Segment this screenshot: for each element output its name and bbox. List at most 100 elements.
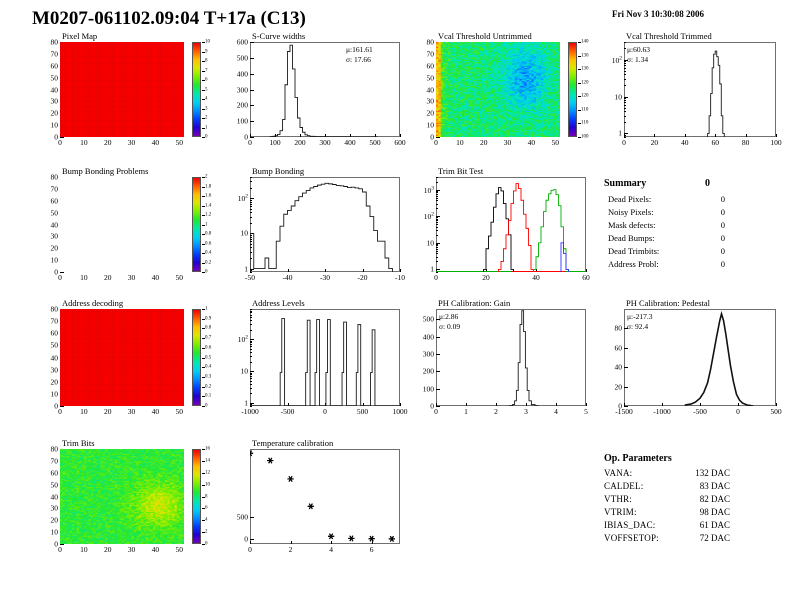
y-tick-label: 10 [50,527,59,537]
y-tick-label: 0 [430,132,434,142]
plot-title: Address decoding [62,298,124,308]
x-tick-label: 40 [527,138,536,147]
x-tick [250,134,251,137]
op-label-4: IBIAS_DAC: [604,520,656,530]
y-minor-tick [624,122,626,124]
color-bar-label: 8 [205,58,208,64]
y-tick-label: 70 [50,184,59,194]
x-tick-label: 60 [582,273,590,282]
y-minor-tick [436,261,438,263]
y-tick [250,268,254,270]
x-tick-label: -50 [245,273,255,282]
y-tick-label: 60 [614,343,623,353]
plot-bump-bonding[interactable]: Bump Bonding -50 -40 -30 -20 -10 1 10 102 [224,165,405,285]
x-tick-label: 0 [58,545,62,554]
y-minor-tick [624,42,626,43]
y-tick [60,544,64,545]
y-tick-label: 20 [50,377,59,387]
y-tick-label: 0 [54,539,58,549]
plot-address-levels[interactable]: Address Levels -1000 -500 0 500 1000 1 10 102 [224,297,408,419]
op-value-0: 132 DAC [695,468,730,478]
y-tick-label: 500 [236,53,248,63]
color-bar-label: 2 [205,174,208,180]
color-bar-label: 1.4 [205,203,212,208]
plot-ph-calibration-pedestal[interactable]: PH Calibration: Pedestal -1500 -1000 -500 0 5… [598,297,782,419]
plot-curve [684,310,754,406]
y-minor-tick [250,241,252,243]
y-tick-label: 102 [237,334,248,345]
scatter-marker [348,535,355,542]
plot-temperature-calibration[interactable]: Temperature calibration 0 2 4 6 0 500 [224,437,404,557]
y-minor-tick [250,361,252,363]
plot-stats: μ:2.86 σ: 0.09 [439,312,460,332]
y-tick [250,57,254,59]
color-bar-tick [202,406,205,407]
page-title: M0207-061102.09:04 T+17a (C13) [32,8,306,29]
x-tick-label: 0 [58,407,62,416]
plot-vcal-threshold-trimmed[interactable]: Vcal Threshold Trimmed 0 20 40 60 80 100 1 10 102… [598,30,782,150]
x-tick [325,134,326,137]
y-tick-label: 40 [50,85,59,94]
plot-ph-calibration-gain[interactable]: PH Calibration: Gain 0 1 2 3 4 5 0 100 200 300 400 5… [410,297,590,419]
y-minor-tick [624,70,626,72]
color-bar-label: 120 [581,93,589,99]
plot-bump-bonding-problems[interactable]: Bump Bonding Problems 0 10 20 30 40 50 0 10 20 30 4… [34,165,214,285]
y-tick [60,137,64,138]
x-tick [287,269,289,272]
y-tick [250,121,254,123]
plot-trim-bit-test[interactable]: Trim Bit Test 0 20 40 60 1 10 102 103 [410,165,590,285]
y-tick-label: 600 [236,37,248,47]
y-minor-tick [624,61,626,63]
y-tick-label: 80 [426,37,435,47]
y-minor-tick [250,380,252,382]
y-tick-label: 40 [614,362,623,372]
summary-value-2: 0 [720,220,725,230]
plot-vcal-threshold-untrimmed[interactable]: Vcal Threshold Untrimmed 0 10 20 30 40 50 0 10 20… [410,30,590,150]
x-tick-label: -500 [693,407,707,416]
y-minor-tick [436,208,438,210]
summary-value-3: 0 [720,233,725,243]
y-tick-label: 60 [50,468,59,478]
plot-trim-bits[interactable]: Trim Bits 0 10 20 30 40 50 0 10 20 30 40 50 60 70 80 16 1… [34,437,214,557]
op-parameters-panel: Op. Parameters VANA: 132 DAC CALDEL: 83 … [600,453,785,553]
y-minor-tick [250,393,252,395]
x-tick [371,541,373,544]
y-tick-label: 10 [240,228,249,238]
x-tick-label: 40 [151,407,160,416]
color-bar-tick [202,318,205,320]
color-bar-tick [578,55,581,57]
plot-address-decoding[interactable]: Address decoding 0 10 20 30 40 50 0 10 20 30 40 50 60… [34,297,214,419]
x-tick [700,403,701,406]
y-tick [624,133,628,135]
x-tick-label: 20 [103,273,112,282]
x-tick-label: 3 [524,407,528,416]
y-minor-tick [436,253,438,255]
y-tick-label: 30 [426,96,435,106]
y-minor-tick [250,235,252,236]
x-tick [586,269,587,272]
plot-s-curve-widths[interactable]: S-Curve widths 0 100 200 300 400 500 600 0 100 200… [224,30,406,150]
plot-pixel-map[interactable]: Pixel Map 0 10 20 30 40 50 0 10 20 30 40 50 60 70 80 10 9… [34,30,214,150]
y-tick-label: 1 [244,264,248,274]
color-bar-tick [578,96,581,98]
x-tick-label: 40 [151,545,160,554]
scatter-marker [307,503,314,510]
heatmap-canvas [60,177,184,272]
plot-title: Address Levels [252,298,305,308]
x-tick-label: 500 [369,138,381,147]
x-tick-label: 10 [80,273,88,282]
y-minor-tick [250,406,252,407]
y-minor-tick [250,208,252,210]
x-tick-label: 600 [394,138,406,147]
x-tick-label: 20 [650,138,659,147]
color-bar-label: 0.9 [205,316,212,322]
stat-sigma: σ: 17.66 [346,55,371,64]
y-minor-tick [250,309,252,310]
x-tick-label: 10 [80,407,88,416]
x-tick-label: 20 [103,545,112,554]
y-tick-label: 1 [618,128,622,138]
x-tick-label: 4 [554,407,558,416]
plot-curve [707,50,725,137]
y-minor-tick [250,206,252,207]
y-tick [436,216,440,218]
